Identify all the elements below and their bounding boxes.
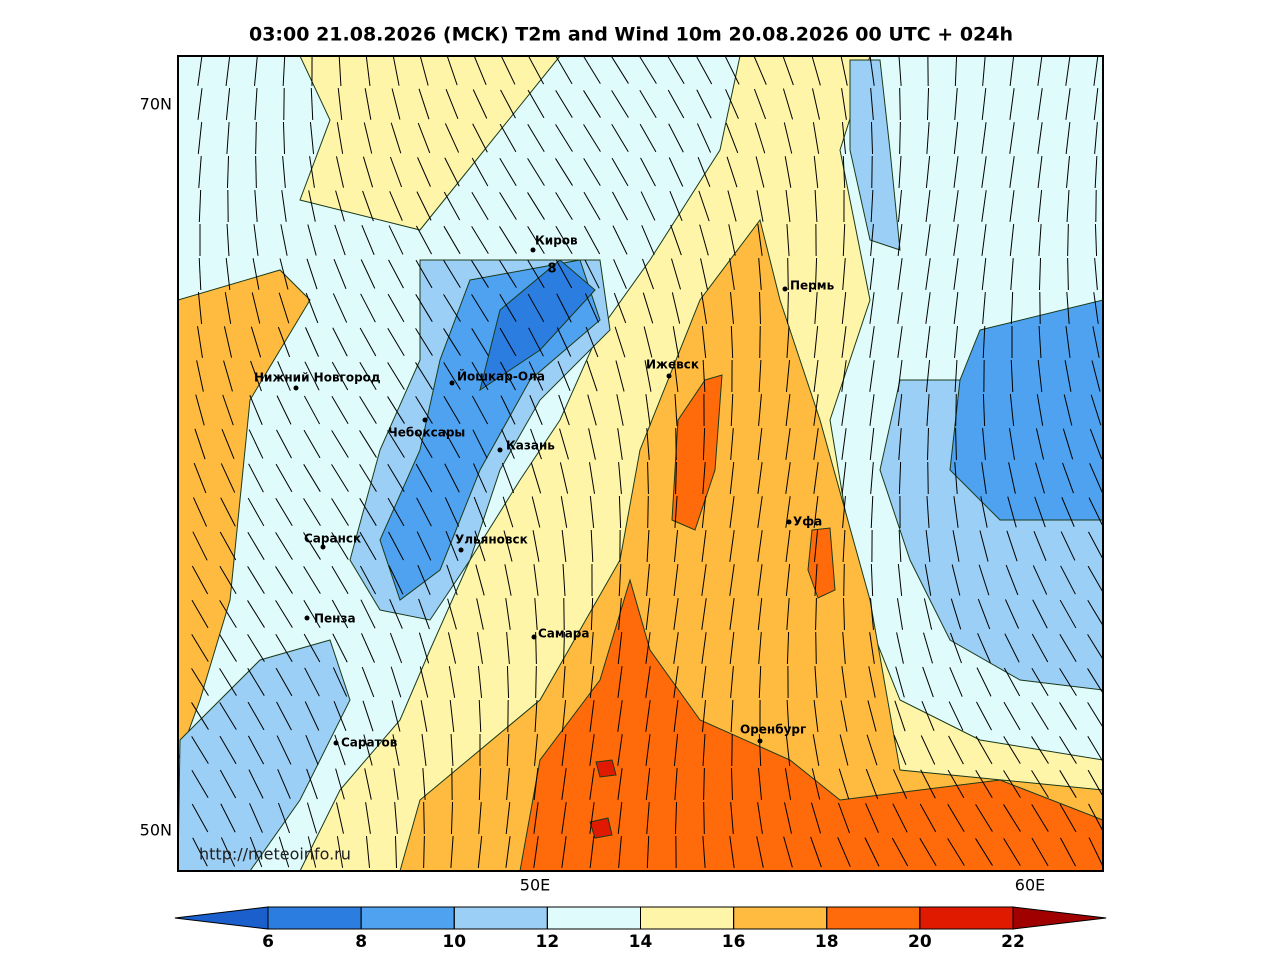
- city-dot: [305, 616, 310, 621]
- city-dot: [294, 386, 299, 391]
- city-dot: [459, 548, 464, 553]
- wind-barb: [648, 496, 649, 528]
- city-label: Ижевск: [646, 358, 699, 372]
- wind-barb: [536, 666, 537, 698]
- city-label: Саранск: [304, 532, 361, 546]
- wind-barb: [844, 564, 845, 596]
- colorbar-segment: [920, 907, 1013, 929]
- city-label: Киров: [535, 234, 578, 248]
- colorbar-segment: [361, 907, 454, 929]
- colorbar-tick-label: 14: [629, 932, 653, 952]
- colorbar-tick-label: 22: [1001, 932, 1025, 952]
- wind-barb: [760, 326, 761, 358]
- city-dot: [783, 287, 788, 292]
- colorbar: 6 8 10 12 14 16 18 20 22: [175, 907, 1106, 952]
- wind-barb: [1068, 224, 1069, 256]
- colorbar-tick-label: 6: [262, 932, 274, 952]
- colorbar-segment: [268, 907, 361, 929]
- city-label: Пенза: [314, 612, 356, 626]
- colorbar-tick-label: 12: [536, 932, 560, 952]
- city-label: Чебоксары: [388, 426, 465, 440]
- city-dot: [758, 739, 763, 744]
- city-label: Нижний Новгород: [254, 371, 381, 385]
- wind-barb: [788, 258, 789, 290]
- title: 03:00 21.08.2026 (МСК) T2m and Wind 10m …: [249, 24, 1013, 46]
- city-label: Оренбург: [740, 723, 806, 737]
- watermark: http://meteoinfo.ru: [199, 845, 351, 864]
- lat-label: 50N: [140, 821, 172, 840]
- city-dot: [667, 374, 672, 379]
- contour-label: 8: [547, 262, 556, 277]
- city-label: Саратов: [341, 736, 398, 750]
- city-label: Самара: [538, 627, 590, 641]
- wind-barb: [816, 632, 817, 664]
- lon-label: 50E: [520, 876, 550, 895]
- colorbar-tick-label: 10: [442, 932, 466, 952]
- lon-label: 60E: [1015, 876, 1045, 895]
- city-dot: [787, 520, 792, 525]
- colorbar-extension: [1013, 907, 1106, 929]
- city-label: Пермь: [790, 279, 835, 293]
- colorbar-segment: [547, 907, 640, 929]
- city-label: Ульяновск: [455, 533, 528, 547]
- wind-barb: [956, 394, 957, 426]
- city-dot: [531, 248, 536, 253]
- wind-barb: [676, 428, 677, 460]
- colorbar-extension: [175, 907, 268, 929]
- city-dot: [334, 741, 339, 746]
- city-label: Уфа: [793, 515, 822, 529]
- city-dot: [423, 418, 428, 423]
- colorbar-segment: [734, 907, 827, 929]
- temperature-field: [178, 54, 1104, 871]
- city-label: Казань: [506, 439, 555, 453]
- colorbar-tick-label: 8: [355, 932, 367, 952]
- field-area: [596, 760, 616, 777]
- city-label: Йошкар-Ола: [457, 369, 545, 384]
- lat-label: 70N: [140, 95, 172, 114]
- city-dot: [498, 448, 503, 453]
- colorbar-segment: [641, 907, 734, 929]
- colorbar-segment: [827, 907, 920, 929]
- wind-barb: [704, 802, 705, 834]
- colorbar-tick-label: 20: [908, 932, 932, 952]
- wind-barb: [900, 88, 901, 120]
- colorbar-segment: [454, 907, 547, 929]
- colorbar-tick-label: 16: [722, 932, 746, 952]
- city-dot: [532, 635, 537, 640]
- colorbar-tick-label: 18: [815, 932, 839, 952]
- city-dot: [450, 381, 455, 386]
- wind-barb: [424, 802, 425, 834]
